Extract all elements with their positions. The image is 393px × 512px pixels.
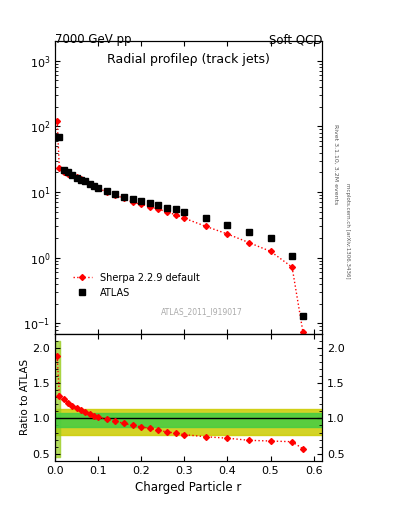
X-axis label: Charged Particle r: Charged Particle r — [136, 481, 242, 494]
Sherpa 2.2.9 default — [83, 178, 88, 184]
ATLAS — [182, 209, 187, 215]
Line: ATLAS: ATLAS — [56, 134, 306, 319]
Sherpa 2.2.9 default — [113, 192, 118, 198]
ATLAS — [113, 190, 118, 197]
Sherpa 2.2.9 default — [139, 201, 143, 207]
ATLAS — [70, 172, 75, 178]
Sherpa 2.2.9 default — [147, 204, 152, 210]
Sherpa 2.2.9 default — [121, 196, 126, 202]
ATLAS — [66, 169, 70, 176]
ATLAS — [74, 175, 79, 181]
ATLAS — [165, 204, 169, 210]
ATLAS — [290, 253, 294, 260]
ATLAS — [87, 180, 92, 186]
ATLAS — [173, 206, 178, 212]
Sherpa 2.2.9 default — [70, 172, 75, 178]
Text: mcplots.cern.ch [arXiv:1306.3436]: mcplots.cern.ch [arXiv:1306.3436] — [345, 183, 350, 278]
Text: Radial profileρ (track jets): Radial profileρ (track jets) — [107, 53, 270, 66]
ATLAS — [204, 215, 208, 221]
Sherpa 2.2.9 default — [130, 199, 135, 205]
Sherpa 2.2.9 default — [92, 183, 96, 189]
ATLAS — [301, 313, 305, 319]
ATLAS — [139, 198, 143, 204]
ATLAS — [96, 185, 101, 191]
Sherpa 2.2.9 default — [173, 212, 178, 218]
ATLAS — [61, 166, 66, 173]
Sherpa 2.2.9 default — [301, 329, 305, 335]
Sherpa 2.2.9 default — [96, 185, 101, 191]
Sherpa 2.2.9 default — [204, 223, 208, 229]
ATLAS — [83, 178, 88, 184]
ATLAS — [79, 177, 83, 183]
Y-axis label: Ratio to ATLAS: Ratio to ATLAS — [20, 359, 29, 435]
Sherpa 2.2.9 default — [290, 264, 294, 270]
ATLAS — [247, 228, 252, 234]
ATLAS — [57, 134, 62, 140]
Sherpa 2.2.9 default — [74, 174, 79, 180]
ATLAS — [156, 202, 161, 208]
Sherpa 2.2.9 default — [156, 206, 161, 212]
Text: ATLAS_2011_I919017: ATLAS_2011_I919017 — [161, 307, 243, 316]
ATLAS — [225, 222, 230, 228]
Sherpa 2.2.9 default — [61, 169, 66, 176]
ATLAS — [92, 183, 96, 189]
Sherpa 2.2.9 default — [55, 118, 59, 124]
ATLAS — [130, 196, 135, 202]
ATLAS — [121, 194, 126, 200]
Text: Soft QCD: Soft QCD — [269, 33, 322, 46]
ATLAS — [105, 187, 109, 194]
Sherpa 2.2.9 default — [57, 165, 62, 172]
Sherpa 2.2.9 default — [247, 240, 252, 246]
Sherpa 2.2.9 default — [79, 176, 83, 182]
Line: Sherpa 2.2.9 default: Sherpa 2.2.9 default — [55, 119, 305, 334]
Sherpa 2.2.9 default — [105, 189, 109, 195]
Sherpa 2.2.9 default — [225, 231, 230, 237]
Text: Rivet 3.1.10, 3.2M events: Rivet 3.1.10, 3.2M events — [334, 124, 338, 204]
Sherpa 2.2.9 default — [66, 170, 70, 177]
Text: 7000 GeV pp: 7000 GeV pp — [55, 33, 132, 46]
Sherpa 2.2.9 default — [165, 209, 169, 215]
ATLAS — [268, 235, 273, 241]
Legend: Sherpa 2.2.9 default, ATLAS: Sherpa 2.2.9 default, ATLAS — [71, 271, 202, 300]
Sherpa 2.2.9 default — [87, 180, 92, 186]
Sherpa 2.2.9 default — [268, 248, 273, 254]
ATLAS — [147, 200, 152, 206]
Sherpa 2.2.9 default — [182, 215, 187, 221]
